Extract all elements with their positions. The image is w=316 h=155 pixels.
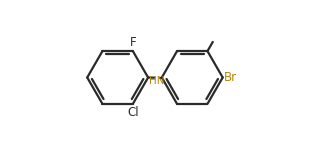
Text: Cl: Cl (128, 106, 139, 119)
Text: HN: HN (149, 76, 165, 86)
Text: F: F (130, 36, 137, 49)
Text: Br: Br (223, 71, 237, 84)
